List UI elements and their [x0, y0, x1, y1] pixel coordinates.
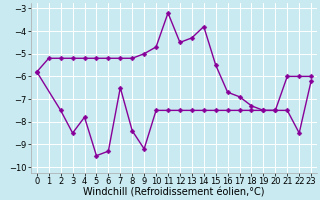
X-axis label: Windchill (Refroidissement éolien,°C): Windchill (Refroidissement éolien,°C): [83, 187, 265, 197]
